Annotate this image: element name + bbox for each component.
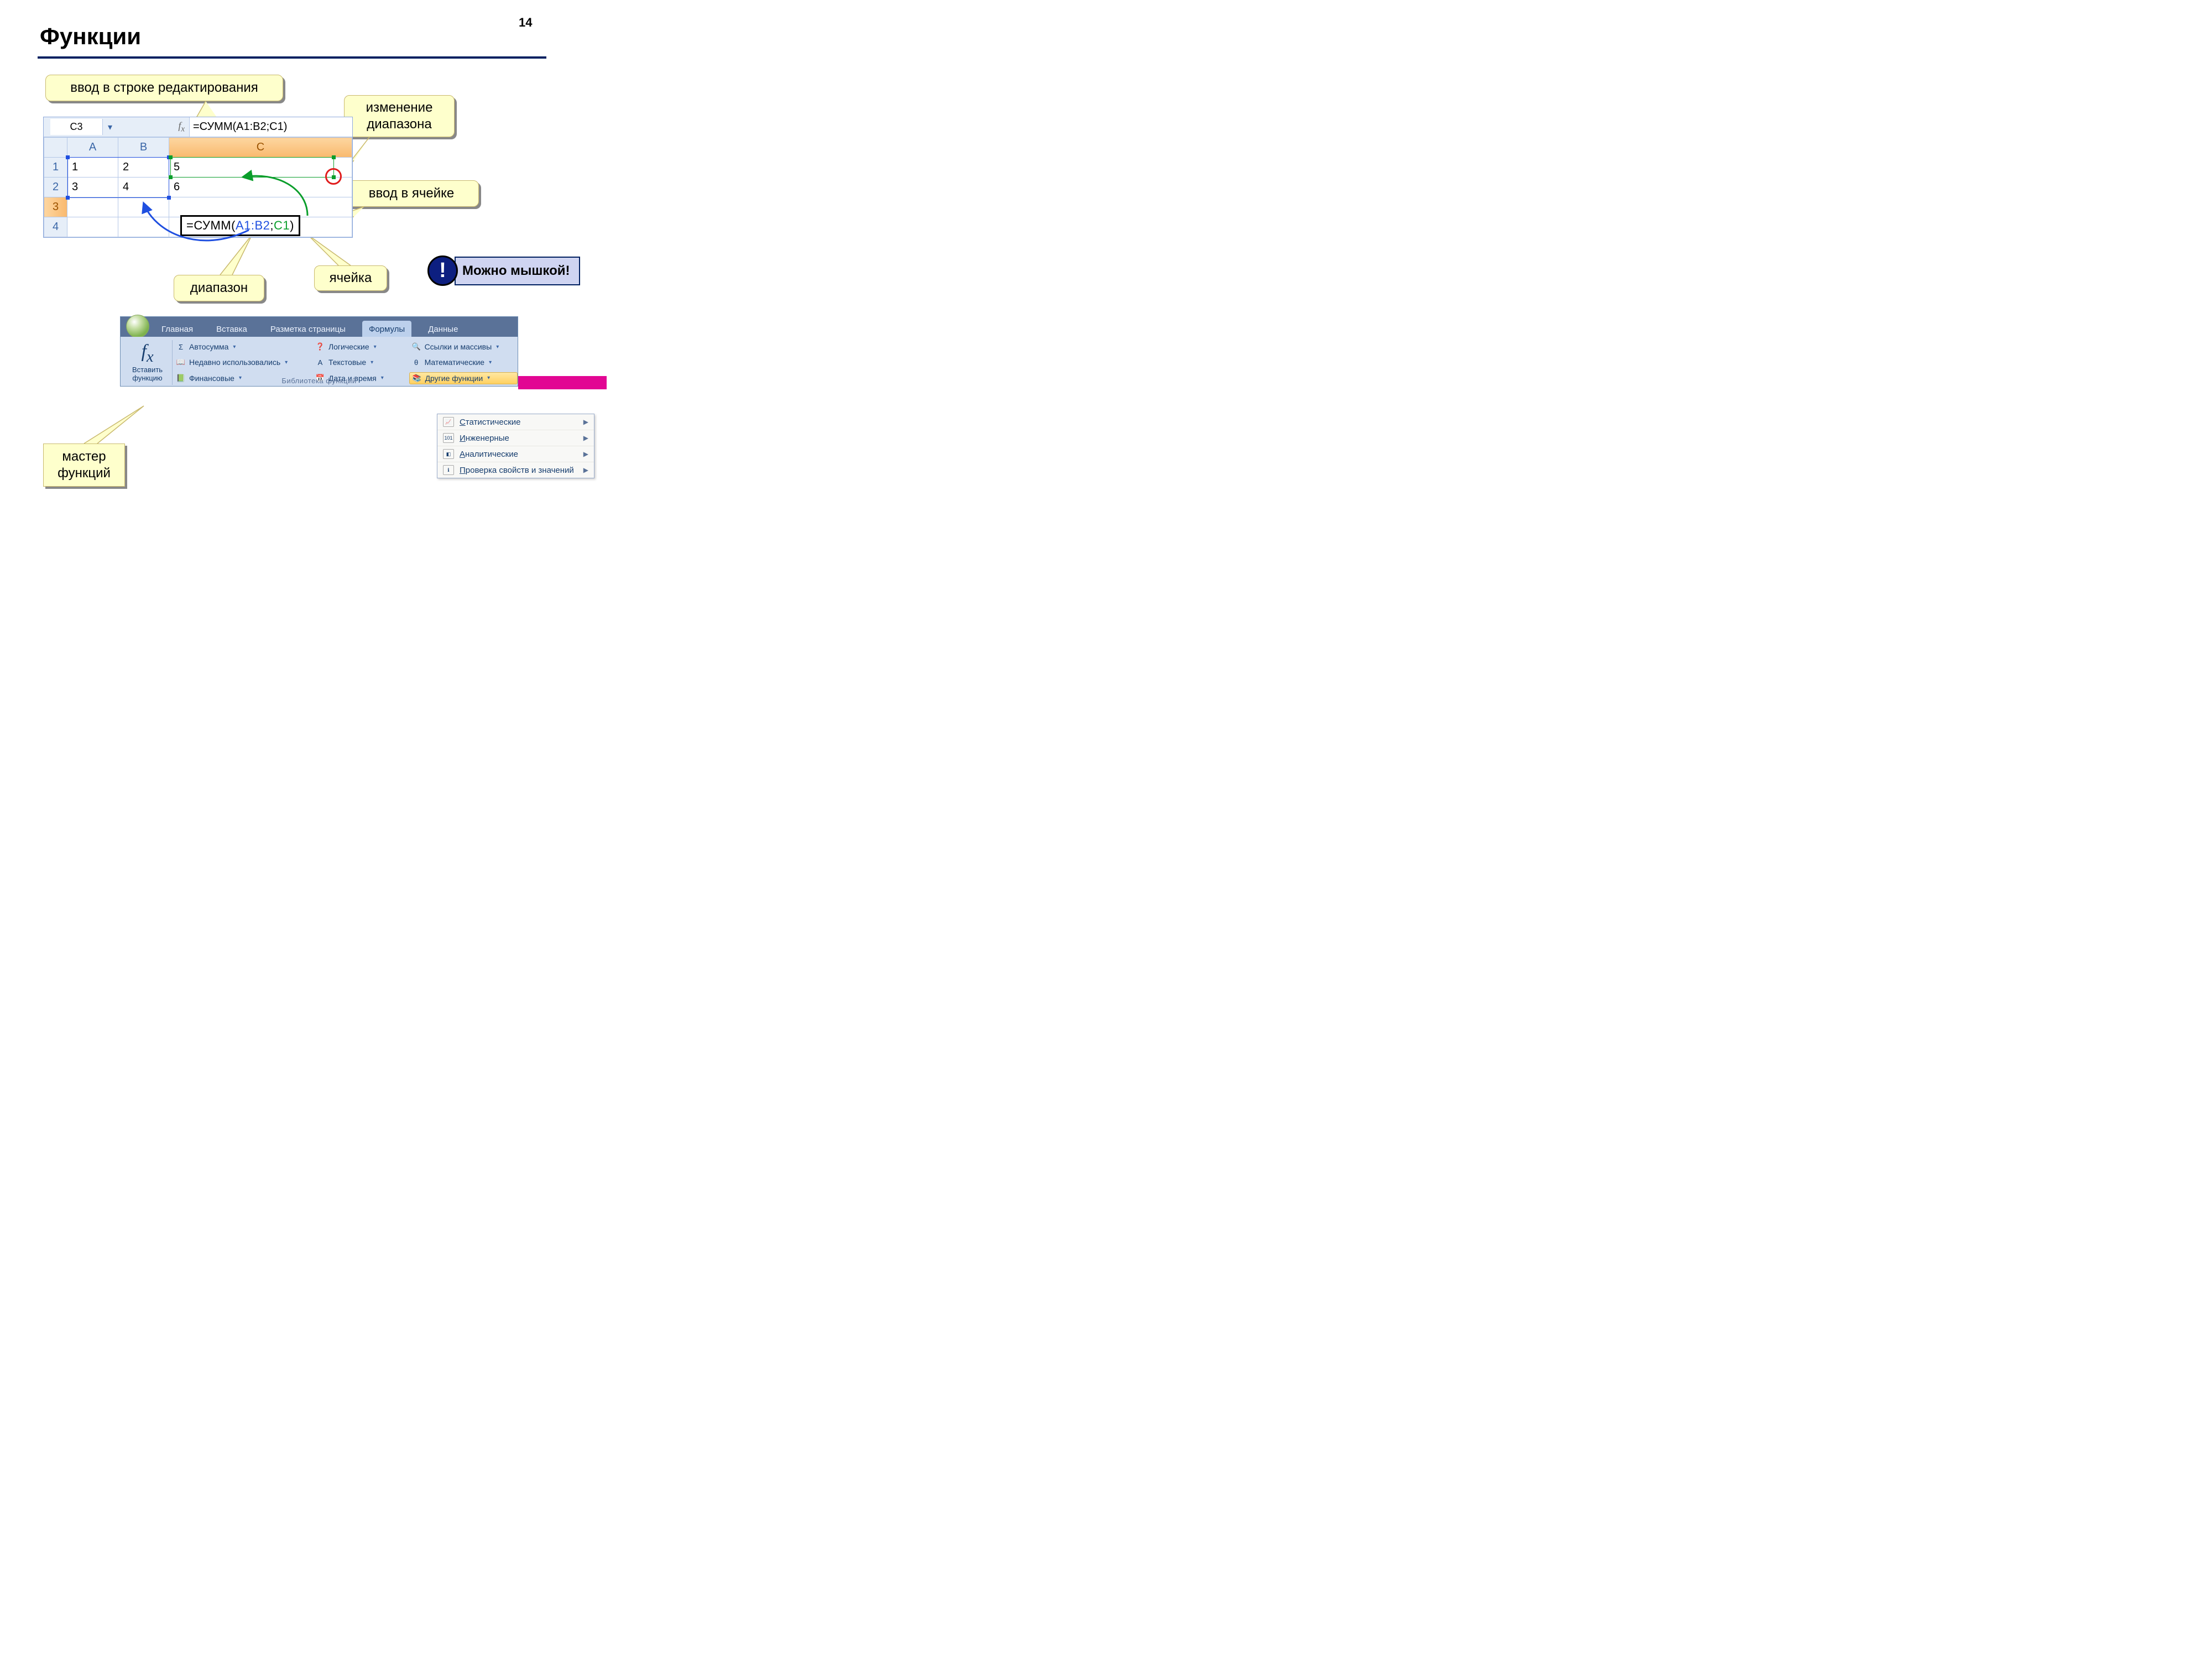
formula-bar: C3 ▾ fx =СУММ(A1:B2;C1): [44, 117, 352, 137]
cell[interactable]: [118, 217, 169, 237]
dropdown-icon: ▾: [374, 344, 377, 350]
fx-icon[interactable]: fx: [178, 120, 185, 134]
ribbon-tab[interactable]: Главная: [155, 321, 200, 337]
ribbon-lib-item[interactable]: ΣАвтосумма ▾: [176, 342, 304, 352]
submenu-item[interactable]: ◧ Аналитические ▶: [437, 446, 594, 462]
office-orb-icon[interactable]: [126, 315, 149, 338]
ribbon-tab[interactable]: Формулы: [362, 321, 411, 337]
submenu-item-icon: ◧: [443, 449, 454, 459]
cell[interactable]: [118, 197, 169, 217]
lib-item-label: Ссылки и массивы: [425, 342, 492, 351]
chevron-right-icon: ▶: [583, 450, 588, 458]
lib-item-label: Автосумма: [189, 342, 228, 351]
lib-item-label: Логические: [328, 342, 369, 351]
submenu-item-label: Статистические: [460, 418, 521, 427]
callout-edit-bar: ввод в строке редактирования: [45, 75, 283, 101]
cell[interactable]: [67, 197, 118, 217]
target-marker-icon: [325, 168, 342, 185]
col-header[interactable]: C: [169, 138, 352, 158]
submenu-other-functions: 📈 Статистические ▶ 101 Инженерные ▶ ◧ Аналитиче…: [437, 414, 594, 478]
row-header[interactable]: 3: [44, 197, 67, 217]
cell[interactable]: 6: [169, 178, 352, 197]
formula-text: =СУММ(: [186, 218, 236, 232]
cell[interactable]: 4: [118, 178, 169, 197]
ribbon-lib-item[interactable]: ❓Логические ▾: [315, 342, 400, 352]
lib-item-icon: θ: [411, 357, 421, 367]
cell-formula-overlay[interactable]: =СУММ(A1:B2;C1): [180, 215, 300, 236]
lib-item-icon: Σ: [176, 342, 186, 352]
name-box[interactable]: C3: [50, 119, 103, 135]
row-header[interactable]: 2: [44, 178, 67, 197]
ribbon-tab[interactable]: Разметка страницы: [264, 321, 352, 337]
dropdown-icon: ▾: [371, 359, 373, 366]
cell[interactable]: [169, 197, 352, 217]
info-tip: ! Можно мышкой!: [427, 255, 580, 286]
submenu-item-icon: ℹ: [443, 465, 454, 475]
ribbon-group-caption: Библиотека функций: [121, 375, 518, 387]
ribbon-lib-item[interactable]: AТекстовые ▾: [315, 357, 400, 367]
submenu-item[interactable]: ℹ Проверка свойств и значений ▶: [437, 462, 594, 478]
ribbon-lib-item[interactable]: 🔍 Ссылки и массивы ▾: [411, 342, 515, 352]
lib-item-icon: A: [315, 357, 325, 367]
submenu-item-label: Инженерные: [460, 434, 509, 443]
submenu-item-label: Проверка свойств и значений: [460, 466, 574, 475]
cell[interactable]: 1: [67, 158, 118, 178]
exclamation-icon: !: [427, 255, 458, 286]
fx-big-icon: fx: [124, 342, 171, 365]
ribbon-lib-item[interactable]: θ Математические ▾: [411, 357, 515, 367]
col-header[interactable]: A: [67, 138, 118, 158]
callout-range: диапазон: [174, 275, 264, 301]
page-number: 14: [519, 15, 532, 30]
submenu-item[interactable]: 📈 Статистические ▶: [437, 414, 594, 430]
row-header[interactable]: 1: [44, 158, 67, 178]
submenu-item-icon: 101: [443, 433, 454, 443]
formula-ref: C1: [274, 218, 290, 232]
chevron-right-icon: ▶: [583, 418, 588, 426]
lib-item-icon: 📖: [176, 357, 186, 367]
ribbon-tabs: Главная Вставка Разметка страницы Формулы Да…: [121, 317, 518, 337]
submenu-item-label: Аналитические: [460, 450, 518, 459]
dropdown-icon: ▾: [233, 344, 236, 350]
cell[interactable]: 3: [67, 178, 118, 197]
cell[interactable]: [67, 217, 118, 237]
ribbon-body: fx Вставить функцию ΣАвтосумма▾❓Логическ…: [121, 337, 518, 386]
cell[interactable]: 2: [118, 158, 169, 178]
ribbon-tab[interactable]: Данные: [421, 321, 465, 337]
cell[interactable]: 5: [169, 158, 352, 178]
callout-cell: ячейка: [314, 265, 387, 291]
ribbon-lib-item[interactable]: 📖Недавно использовались ▾: [176, 357, 304, 367]
row-header[interactable]: 4: [44, 217, 67, 237]
formula-text: ): [290, 218, 294, 232]
chevron-right-icon: ▶: [583, 434, 588, 442]
lib-item-label: Недавно использовались: [189, 358, 280, 367]
callout-wizard: мастер функций: [43, 444, 125, 487]
lib-item-icon: 🔍: [411, 342, 421, 352]
name-box-dropdown-icon[interactable]: ▾: [105, 122, 115, 132]
formula-range: A1:B2: [236, 218, 270, 232]
formula-input[interactable]: =СУММ(A1:B2;C1): [189, 117, 352, 137]
lib-item-label: Математические: [425, 358, 485, 367]
submenu-item-icon: 📈: [443, 417, 454, 427]
chevron-right-icon: ▶: [583, 466, 588, 474]
title-divider: [38, 56, 546, 59]
select-all-corner[interactable]: [44, 138, 67, 158]
callout-cell-input: ввод в ячейке: [344, 180, 479, 207]
lib-item-icon: ❓: [315, 342, 325, 352]
callout-range-change: изменение диапазона: [344, 95, 455, 137]
submenu-item[interactable]: 101 Инженерные ▶: [437, 430, 594, 446]
ribbon: Главная Вставка Разметка страницы Формулы Да…: [120, 316, 518, 387]
col-header[interactable]: B: [118, 138, 169, 158]
dropdown-icon: ▾: [489, 359, 492, 366]
info-text: Можно мышкой!: [455, 257, 580, 285]
ribbon-tab[interactable]: Вставка: [210, 321, 254, 337]
dropdown-icon: ▾: [496, 344, 499, 350]
lib-item-label: Текстовые: [328, 358, 366, 367]
page-title: Функции: [40, 23, 141, 50]
dropdown-icon: ▾: [285, 359, 288, 366]
magenta-highlight: [518, 376, 607, 389]
